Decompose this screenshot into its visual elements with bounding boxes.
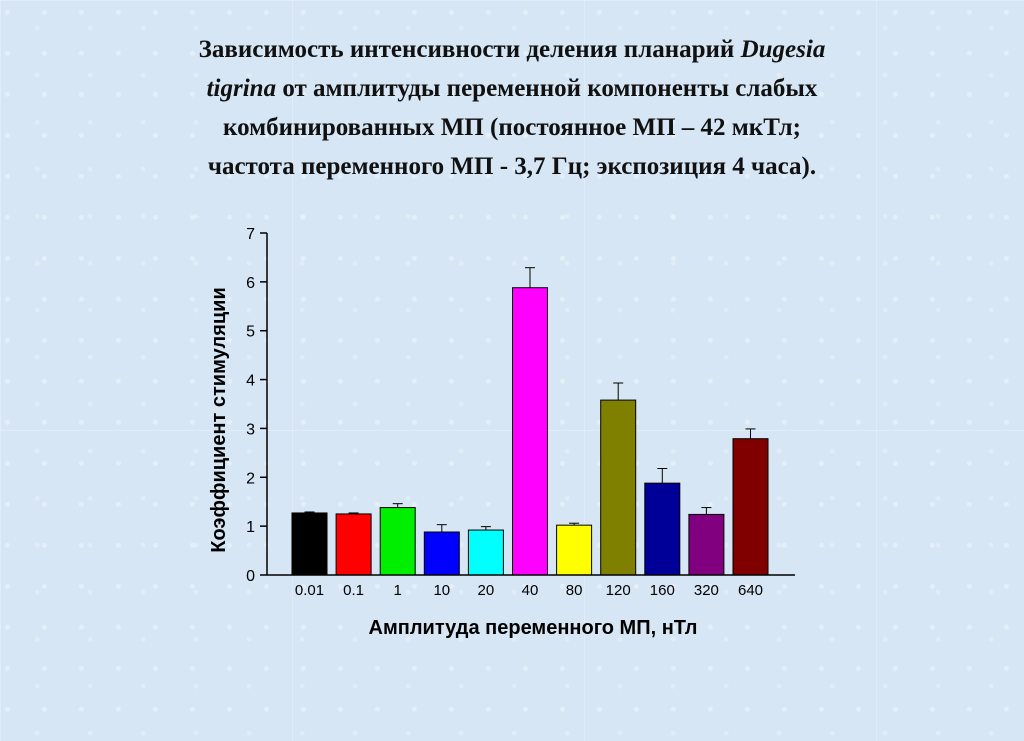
bar-40: [512, 287, 548, 576]
y-tick-label: 3: [246, 421, 255, 438]
title-species-genus: Dugesia: [740, 36, 826, 63]
x-axis-title: Амплитуда переменного МП, нТл: [369, 617, 698, 639]
x-tick-label: 640: [738, 582, 763, 599]
y-tick-label: 7: [246, 226, 255, 243]
y-tick-label: 0: [246, 568, 255, 585]
bar-320: [688, 513, 725, 576]
x-tick-label: 0.1: [343, 582, 364, 599]
y-tick-label: 4: [246, 373, 255, 390]
title-line4: частота переменного МП - 3,7 Гц; экспози…: [207, 153, 817, 180]
y-tick-label: 2: [246, 470, 255, 487]
y-tick-label: 6: [246, 275, 255, 292]
y-tick-label: 1: [246, 519, 255, 536]
x-tick-label: 160: [650, 582, 675, 599]
bar-0.1: [335, 513, 372, 576]
bar-20: [467, 529, 504, 576]
axes-layer: [266, 233, 795, 576]
bar-80: [556, 524, 593, 576]
y-tick-label: 5: [246, 324, 255, 341]
x-tick-label: 20: [478, 582, 495, 599]
title-species-epithet: tigrina: [206, 75, 277, 102]
x-tick-label: 1: [394, 582, 402, 599]
bar-160: [644, 482, 681, 576]
x-tick-label: 80: [566, 582, 583, 599]
bars-layer: [291, 267, 769, 576]
x-tick-label: 10: [433, 582, 450, 599]
chart-title: Зависимость интенсивности деления планар…: [60, 30, 964, 186]
title-line1-prefix: Зависимость интенсивности деления планар…: [198, 36, 741, 63]
y-ticks: 0 1 2 3 4 5 6 7: [246, 226, 267, 585]
bar-1: [379, 507, 416, 576]
bar-120: [600, 399, 637, 576]
y-axis-title: Коэффициент стимуляции: [208, 287, 230, 553]
x-tick-label: 40: [522, 582, 539, 599]
x-tick-labels: 0.01 0.1 1 10 20 40 80 120 160 320 640: [295, 582, 763, 599]
bar-0.01: [291, 512, 328, 576]
x-tick-label: 120: [606, 582, 631, 599]
x-tick-label: 320: [694, 582, 719, 599]
x-tick-label: 0.01: [295, 582, 324, 599]
bar-10: [423, 531, 460, 576]
title-line3: комбинированных МП (постоянное МП – 42 м…: [223, 114, 801, 141]
title-line2-suffix: от амплитуды переменной компоненты слабы…: [276, 75, 818, 102]
bar-640: [732, 438, 769, 576]
